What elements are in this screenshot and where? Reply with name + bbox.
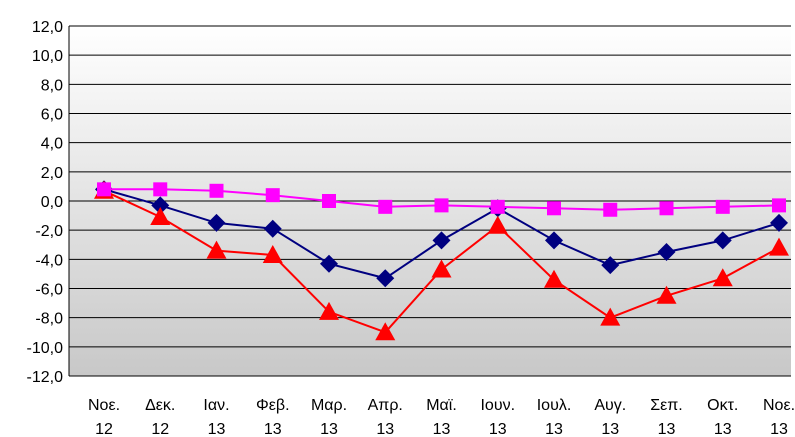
data-point-square	[547, 201, 561, 216]
y-tick-label: 6,0	[41, 107, 63, 124]
data-point-triangle	[544, 269, 564, 288]
y-tick-label: -8,0	[35, 311, 63, 328]
data-point-square	[97, 182, 111, 197]
data-point-triangle	[712, 268, 733, 287]
x-tick-label-year: 12	[95, 421, 113, 437]
x-tick-label-year: 13	[714, 421, 732, 437]
data-point-square	[603, 202, 618, 217]
data-point-triangle	[375, 322, 396, 341]
x-tick-label: Απρ.	[368, 397, 403, 414]
data-point-diamond	[207, 213, 226, 232]
data-point-diamond	[713, 231, 732, 250]
y-tick-label: 10,0	[32, 48, 63, 65]
data-point-diamond	[657, 243, 676, 262]
x-tick-label: Αυγ.	[594, 397, 626, 414]
y-tick-label: -12,0	[27, 369, 64, 386]
data-point-diamond	[151, 196, 170, 215]
data-point-diamond	[376, 269, 395, 288]
data-point-square	[209, 183, 224, 198]
data-point-diamond	[545, 231, 563, 250]
x-tick-label: Σεπ.	[650, 397, 683, 414]
x-axis-ticks: Νοε. 12 Δεκ. 12 Ιαν. 13 Φεβ. 13 Μαρ. 13 Απρ. 13 Μαϊ.…	[88, 397, 795, 437]
x-tick-label-year: 12	[151, 421, 169, 437]
y-tick-label: 0,0	[41, 194, 63, 211]
x-tick-label-year: 13	[208, 421, 226, 437]
x-tick-label: Μαϊ.	[426, 397, 457, 414]
data-point-square	[322, 194, 336, 208]
x-tick-label-year: 13	[770, 421, 788, 437]
data-point-triangle	[656, 285, 677, 304]
y-tick-label: 12,0	[32, 19, 63, 36]
series-2	[94, 180, 789, 341]
data-point-triangle	[600, 307, 621, 326]
data-point-square	[153, 182, 168, 197]
data-point-square	[265, 188, 280, 203]
x-tick-label-year: 13	[601, 421, 619, 437]
data-point-triangle	[206, 240, 227, 259]
x-tick-label: Ιαν.	[203, 397, 229, 414]
y-tick-label: 2,0	[41, 165, 63, 182]
gridlines	[69, 25, 791, 377]
x-tick-label-year: 13	[264, 421, 282, 437]
series-1	[95, 180, 788, 288]
y-axis-ticks: 12,0 10,0 8,0 6,0 4,0 2,0 0,0 -2,0 -4,0 -6,0 -8,0 -…	[27, 19, 64, 386]
y-tick-label: 4,0	[41, 136, 63, 153]
data-point-diamond	[770, 213, 788, 232]
x-tick-label: Δεκ.	[145, 397, 175, 414]
data-point-diamond	[320, 254, 338, 273]
x-tick-label-year: 13	[376, 421, 394, 437]
y-tick-label: 8,0	[41, 77, 63, 94]
x-tick-label: Νοε.	[88, 397, 120, 414]
series-3	[97, 182, 786, 217]
data-point-triangle	[262, 244, 283, 263]
x-tick-label-year: 13	[545, 421, 563, 437]
data-point-square	[434, 198, 449, 213]
data-point-diamond	[263, 219, 282, 238]
data-point-triangle	[487, 215, 508, 234]
data-point-triangle	[150, 207, 171, 226]
y-tick-label: -6,0	[35, 282, 63, 299]
x-tick-label: Ιουν.	[480, 397, 515, 414]
x-tick-label-year: 13	[658, 421, 676, 437]
x-tick-label: Ιουλ.	[537, 397, 572, 414]
series	[94, 180, 789, 341]
y-tick-label: -2,0	[35, 223, 63, 240]
data-point-square	[715, 199, 730, 214]
data-point-square	[772, 198, 786, 213]
y-tick-label: -10,0	[27, 340, 64, 357]
data-point-square	[378, 199, 393, 214]
data-point-triangle	[431, 259, 452, 278]
data-point-triangle	[769, 237, 789, 256]
x-tick-label: Νοε.	[763, 397, 795, 414]
x-tick-label-year: 13	[320, 421, 338, 437]
data-point-square	[659, 201, 674, 216]
x-tick-label-year: 13	[433, 421, 451, 437]
data-point-diamond	[601, 256, 620, 275]
data-point-square	[490, 199, 505, 214]
data-point-diamond	[432, 231, 451, 250]
data-point-triangle	[319, 301, 339, 320]
y-tick-label: -4,0	[35, 252, 63, 269]
axes	[68, 26, 791, 377]
x-tick-label: Οκτ.	[707, 397, 738, 414]
x-tick-label: Μαρ.	[311, 397, 347, 414]
x-tick-label: Φεβ.	[256, 397, 290, 414]
x-tick-label-year: 13	[489, 421, 507, 437]
